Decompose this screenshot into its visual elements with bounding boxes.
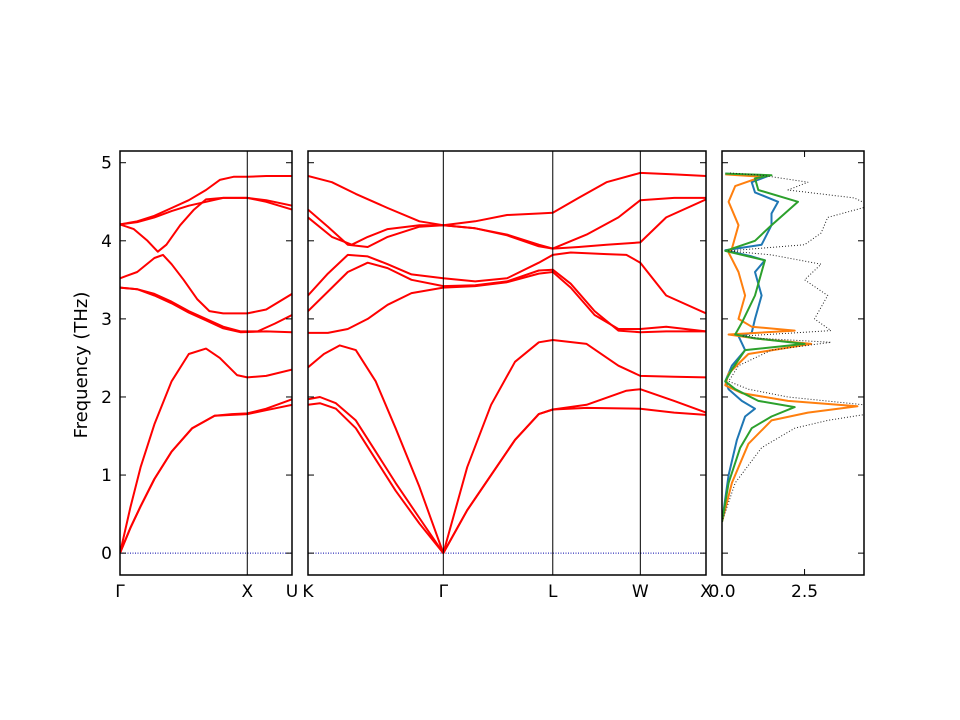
phonon-band-8 [120, 196, 292, 226]
x-tick-label: K [302, 582, 314, 602]
plot-area [308, 171, 706, 555]
phonon-band-2 [308, 388, 706, 555]
y-tick-label: 2 [101, 388, 112, 408]
phonon-band-6 [120, 253, 292, 315]
y-tick-label: 0 [101, 544, 112, 564]
x-tick-label: X [241, 582, 253, 602]
x-tick-label: W [632, 582, 649, 602]
y-tick-label: 1 [101, 466, 112, 486]
phonon-band-3 [120, 347, 292, 554]
y-tick-label: 5 [101, 154, 112, 174]
phonon-band-8 [308, 196, 706, 250]
axes-frame [721, 150, 865, 576]
band-structure-panel-left: 0 1 2 3 4 5 Γ X U [101, 150, 298, 602]
dos-series-1 [722, 172, 780, 523]
x-tick-label: U [286, 582, 298, 602]
phonon-band-2 [120, 403, 292, 554]
y-tick-label: 3 [101, 310, 112, 330]
x-tick-label: X [700, 582, 712, 602]
x-tick-label: 0.0 [708, 582, 735, 602]
phonon-band-9 [120, 175, 292, 226]
phonon-band-9 [308, 171, 706, 227]
phonon-band-6 [308, 251, 706, 315]
phonon-band-5 [308, 261, 706, 334]
y-axis-label: Frequency (THz) [71, 292, 92, 439]
plot-area [120, 175, 292, 554]
dos-series-3 [722, 172, 806, 523]
x-tick-label: Γ [439, 582, 449, 602]
phonon-band-5 [120, 286, 292, 334]
dos-panel: 0.0 2.5 [708, 150, 865, 602]
x-tick-label: Γ [115, 582, 125, 602]
x-tick-label: 2.5 [791, 582, 818, 602]
y-tick-label: 4 [101, 232, 112, 252]
phonon-band-3 [308, 339, 706, 555]
x-tick-label: L [548, 582, 558, 602]
phonon-band-4 [120, 286, 292, 333]
